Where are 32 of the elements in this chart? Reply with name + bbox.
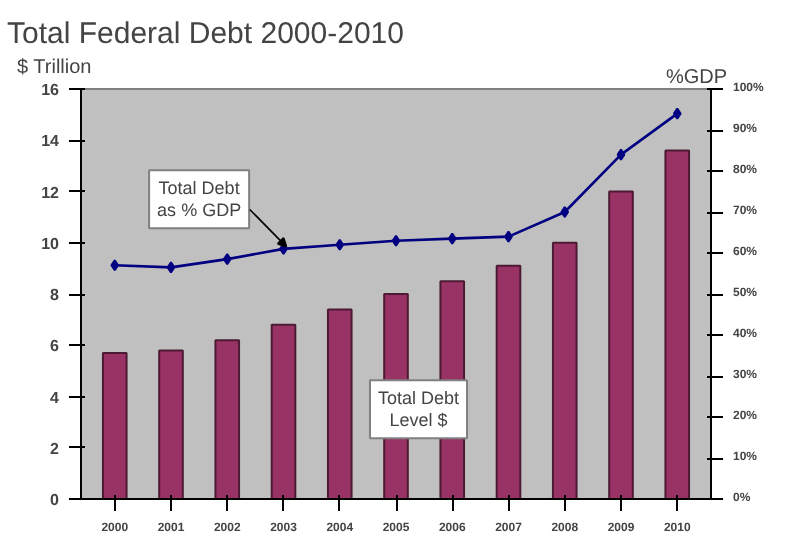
y-tick-label: 14 — [41, 132, 61, 151]
y-tick-label: 2 — [50, 439, 61, 458]
bar — [495, 264, 522, 499]
y-tick-label: 6 — [50, 337, 61, 356]
y-tick-label: 12 — [41, 183, 61, 202]
annotation: Total Debt Level $ — [377, 388, 461, 431]
point — [672, 107, 682, 120]
y-tick-label: 10 — [41, 234, 61, 253]
bar — [101, 351, 128, 499]
bar — [270, 323, 297, 499]
y-axis-title: $ Trillion — [17, 57, 92, 79]
point — [110, 259, 120, 272]
point — [391, 234, 401, 247]
bar — [326, 308, 353, 499]
chart-title: Total Federal Debt 2000-2010 — [7, 17, 404, 51]
point — [222, 253, 232, 266]
bar — [551, 241, 578, 499]
y-tick-label: 8 — [50, 286, 61, 304]
y-tick-label: 4 — [50, 388, 61, 407]
y-tick-label: 0 — [50, 491, 61, 509]
point — [335, 238, 345, 251]
bar — [664, 149, 691, 499]
y2-axis-title: %GDP — [665, 67, 728, 89]
bar — [608, 190, 634, 499]
point — [560, 206, 570, 218]
point — [166, 261, 176, 274]
annotation: Total Debt as % GDP — [157, 178, 242, 221]
point — [447, 232, 457, 245]
point — [616, 148, 626, 161]
bar — [214, 339, 241, 499]
bar — [158, 349, 184, 499]
y-tick-label: 16 — [41, 81, 61, 99]
